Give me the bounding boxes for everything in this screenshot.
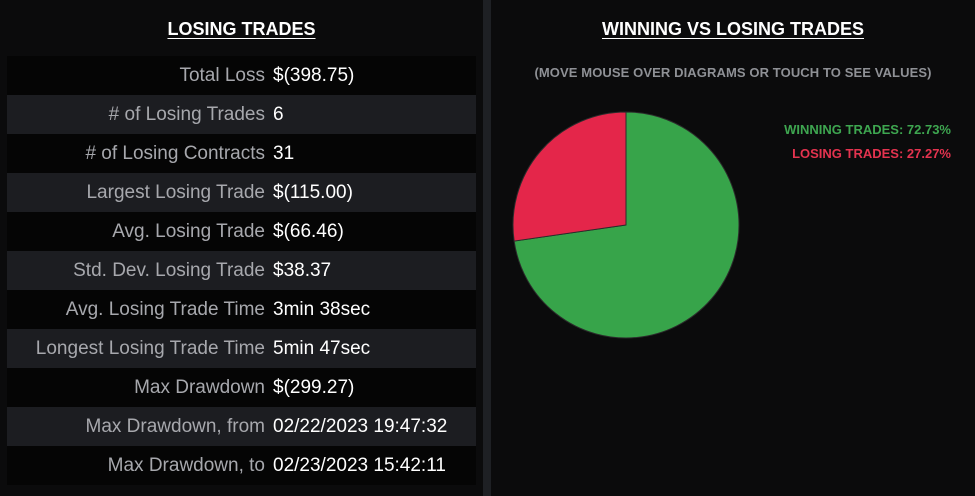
stat-value: $(66.46) <box>273 220 344 242</box>
stats-row: Avg. Losing Trade $(66.46) <box>7 212 476 251</box>
stat-label: Max Drawdown <box>134 376 265 398</box>
stat-label: Avg. Losing Trade <box>112 220 265 242</box>
stat-value: 3min 38sec <box>273 298 371 320</box>
stat-label: Std. Dev. Losing Trade <box>73 259 265 281</box>
stat-value: 6 <box>273 103 284 125</box>
stat-value: 5min 47sec <box>273 337 371 359</box>
losing-trades-panel: LOSING TRADES Total Loss $(398.75) # of Lo… <box>0 0 483 496</box>
stat-value: $(115.00) <box>273 181 353 203</box>
stat-label: Avg. Losing Trade Time <box>65 298 265 320</box>
stats-row: Max Drawdown, from 02/22/2023 19:47:32 <box>7 407 476 446</box>
losing-trades-stats-table: Total Loss $(398.75) # of Losing Trades 6 # … <box>7 56 476 485</box>
stats-row: Total Loss $(398.75) <box>7 56 476 95</box>
stat-label: Max Drawdown, to <box>107 454 265 476</box>
stat-value: 31 <box>273 142 295 164</box>
stat-value: 02/22/2023 19:47:32 <box>273 415 448 437</box>
stat-label: # of Losing Contracts <box>85 142 265 164</box>
losing-trades-title: LOSING TRADES <box>167 19 316 39</box>
stats-row: Longest Losing Trade Time 5min 47sec <box>7 329 476 368</box>
stats-row: # of Losing Contracts 31 <box>7 134 476 173</box>
stat-value: $38.37 <box>273 259 332 281</box>
stats-row: Avg. Losing Trade Time 3min 38sec <box>7 290 476 329</box>
stats-row: Std. Dev. Losing Trade $38.37 <box>7 251 476 290</box>
stats-row: Largest Losing Trade $(115.00) <box>7 173 476 212</box>
pie-slice-winning-trades[interactable] <box>513 111 740 339</box>
legend-losing-trades: LOSING TRADES: 27.27% <box>792 146 951 161</box>
stat-label: # of Losing Trades <box>108 103 265 125</box>
stat-value: 02/23/2023 15:42:11 <box>273 454 446 476</box>
legend-winning-trades: WINNING TRADES: 72.73% <box>784 122 951 137</box>
stat-value: $(398.75) <box>273 64 355 86</box>
stat-value: $(299.27) <box>273 376 355 398</box>
stats-row: Max Drawdown, to 02/23/2023 15:42:11 <box>7 446 476 485</box>
stats-row: # of Losing Trades 6 <box>7 95 476 134</box>
stats-row: Max Drawdown $(299.27) <box>7 368 476 407</box>
stat-label: Total Loss <box>179 64 265 86</box>
stat-label: Longest Losing Trade Time <box>35 337 265 359</box>
pie-slice-losing-trades[interactable] <box>512 111 627 242</box>
pie-legend: WINNING TRADES: 72.73% LOSING TRADES: 27… <box>784 118 951 166</box>
stat-label: Largest Losing Trade <box>86 181 265 203</box>
stat-label: Max Drawdown, from <box>85 415 266 437</box>
win-loss-title: WINNING VS LOSING TRADES <box>601 19 864 39</box>
hover-hint: (MOVE MOUSE OVER DIAGRAMS OR TOUCH TO SE… <box>534 65 932 80</box>
win-loss-pie-chart[interactable] <box>511 110 741 340</box>
win-loss-panel: WINNING VS LOSING TRADES (MOVE MOUSE OVE… <box>491 0 975 496</box>
